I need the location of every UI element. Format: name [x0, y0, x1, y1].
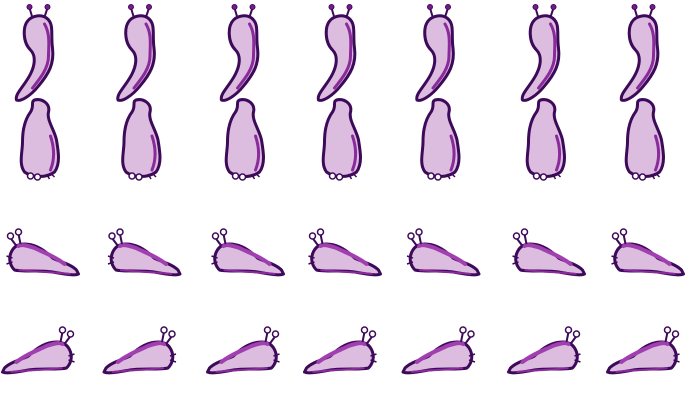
slug-sprite-frame [619, 3, 660, 102]
slug-sprite-frame [219, 3, 260, 102]
slug-sprite-frame [520, 3, 561, 102]
slug-sprite-frame [316, 3, 357, 102]
slug-sprite-frame [14, 3, 55, 102]
slug-icon [309, 229, 381, 275]
slug-sprite-frame [212, 229, 284, 275]
slug-icon [19, 98, 60, 182]
slug-icon [7, 229, 79, 275]
slug-sprite-frame [401, 325, 477, 375]
slug-sprite-frame [624, 98, 665, 182]
slug-sprite-frame [302, 325, 379, 375]
slug-sprite-frame [102, 325, 178, 375]
slug-icon [415, 3, 455, 102]
slug-icon [513, 229, 585, 275]
slug-sprite-frame [420, 98, 461, 182]
slug-sprite-frame [612, 229, 684, 275]
slug-sprite-frame [309, 229, 381, 275]
slug-sprite-frame [407, 229, 479, 275]
slug-icon [316, 3, 357, 102]
slug-icon [525, 98, 566, 182]
slug-icon [619, 3, 660, 102]
slug-icon [407, 229, 479, 275]
slug-icon [121, 98, 162, 182]
slug-sprite-frame [506, 325, 583, 375]
slug-sprite-frame [108, 229, 180, 275]
slug-icon [612, 229, 684, 275]
slug-icon [102, 325, 178, 375]
slug-sprite-frame [121, 98, 162, 182]
slug-icon [205, 325, 282, 375]
slug-icon [108, 229, 180, 275]
slug-sprite-frame [605, 325, 682, 375]
slug-icon [520, 3, 561, 102]
slug-icon [219, 3, 260, 102]
slug-sprite-frame [321, 98, 362, 182]
slug-icon [0, 325, 77, 375]
slug-sprite-frame [513, 229, 585, 275]
slug-icon [302, 325, 379, 375]
slug-icon [420, 98, 461, 182]
slug-icon [401, 325, 477, 375]
slug-icon [14, 3, 55, 102]
slug-icon [224, 98, 265, 182]
slug-sprite-frame [7, 229, 79, 275]
slug-sprite-frame [0, 325, 77, 375]
slug-icon [506, 325, 583, 375]
slug-icon [624, 98, 665, 182]
slug-icon [605, 325, 682, 375]
slug-icon [212, 229, 284, 275]
slug-sprite-frame [525, 98, 566, 182]
slug-icon [321, 98, 362, 182]
slug-sprite-frame [205, 325, 282, 375]
slug-sprite-frame [415, 3, 455, 102]
slug-sprite-frame [19, 98, 60, 182]
slug-sprite-frame [116, 3, 156, 102]
slug-sprite-frame [224, 98, 265, 182]
slug-icon [116, 3, 156, 102]
